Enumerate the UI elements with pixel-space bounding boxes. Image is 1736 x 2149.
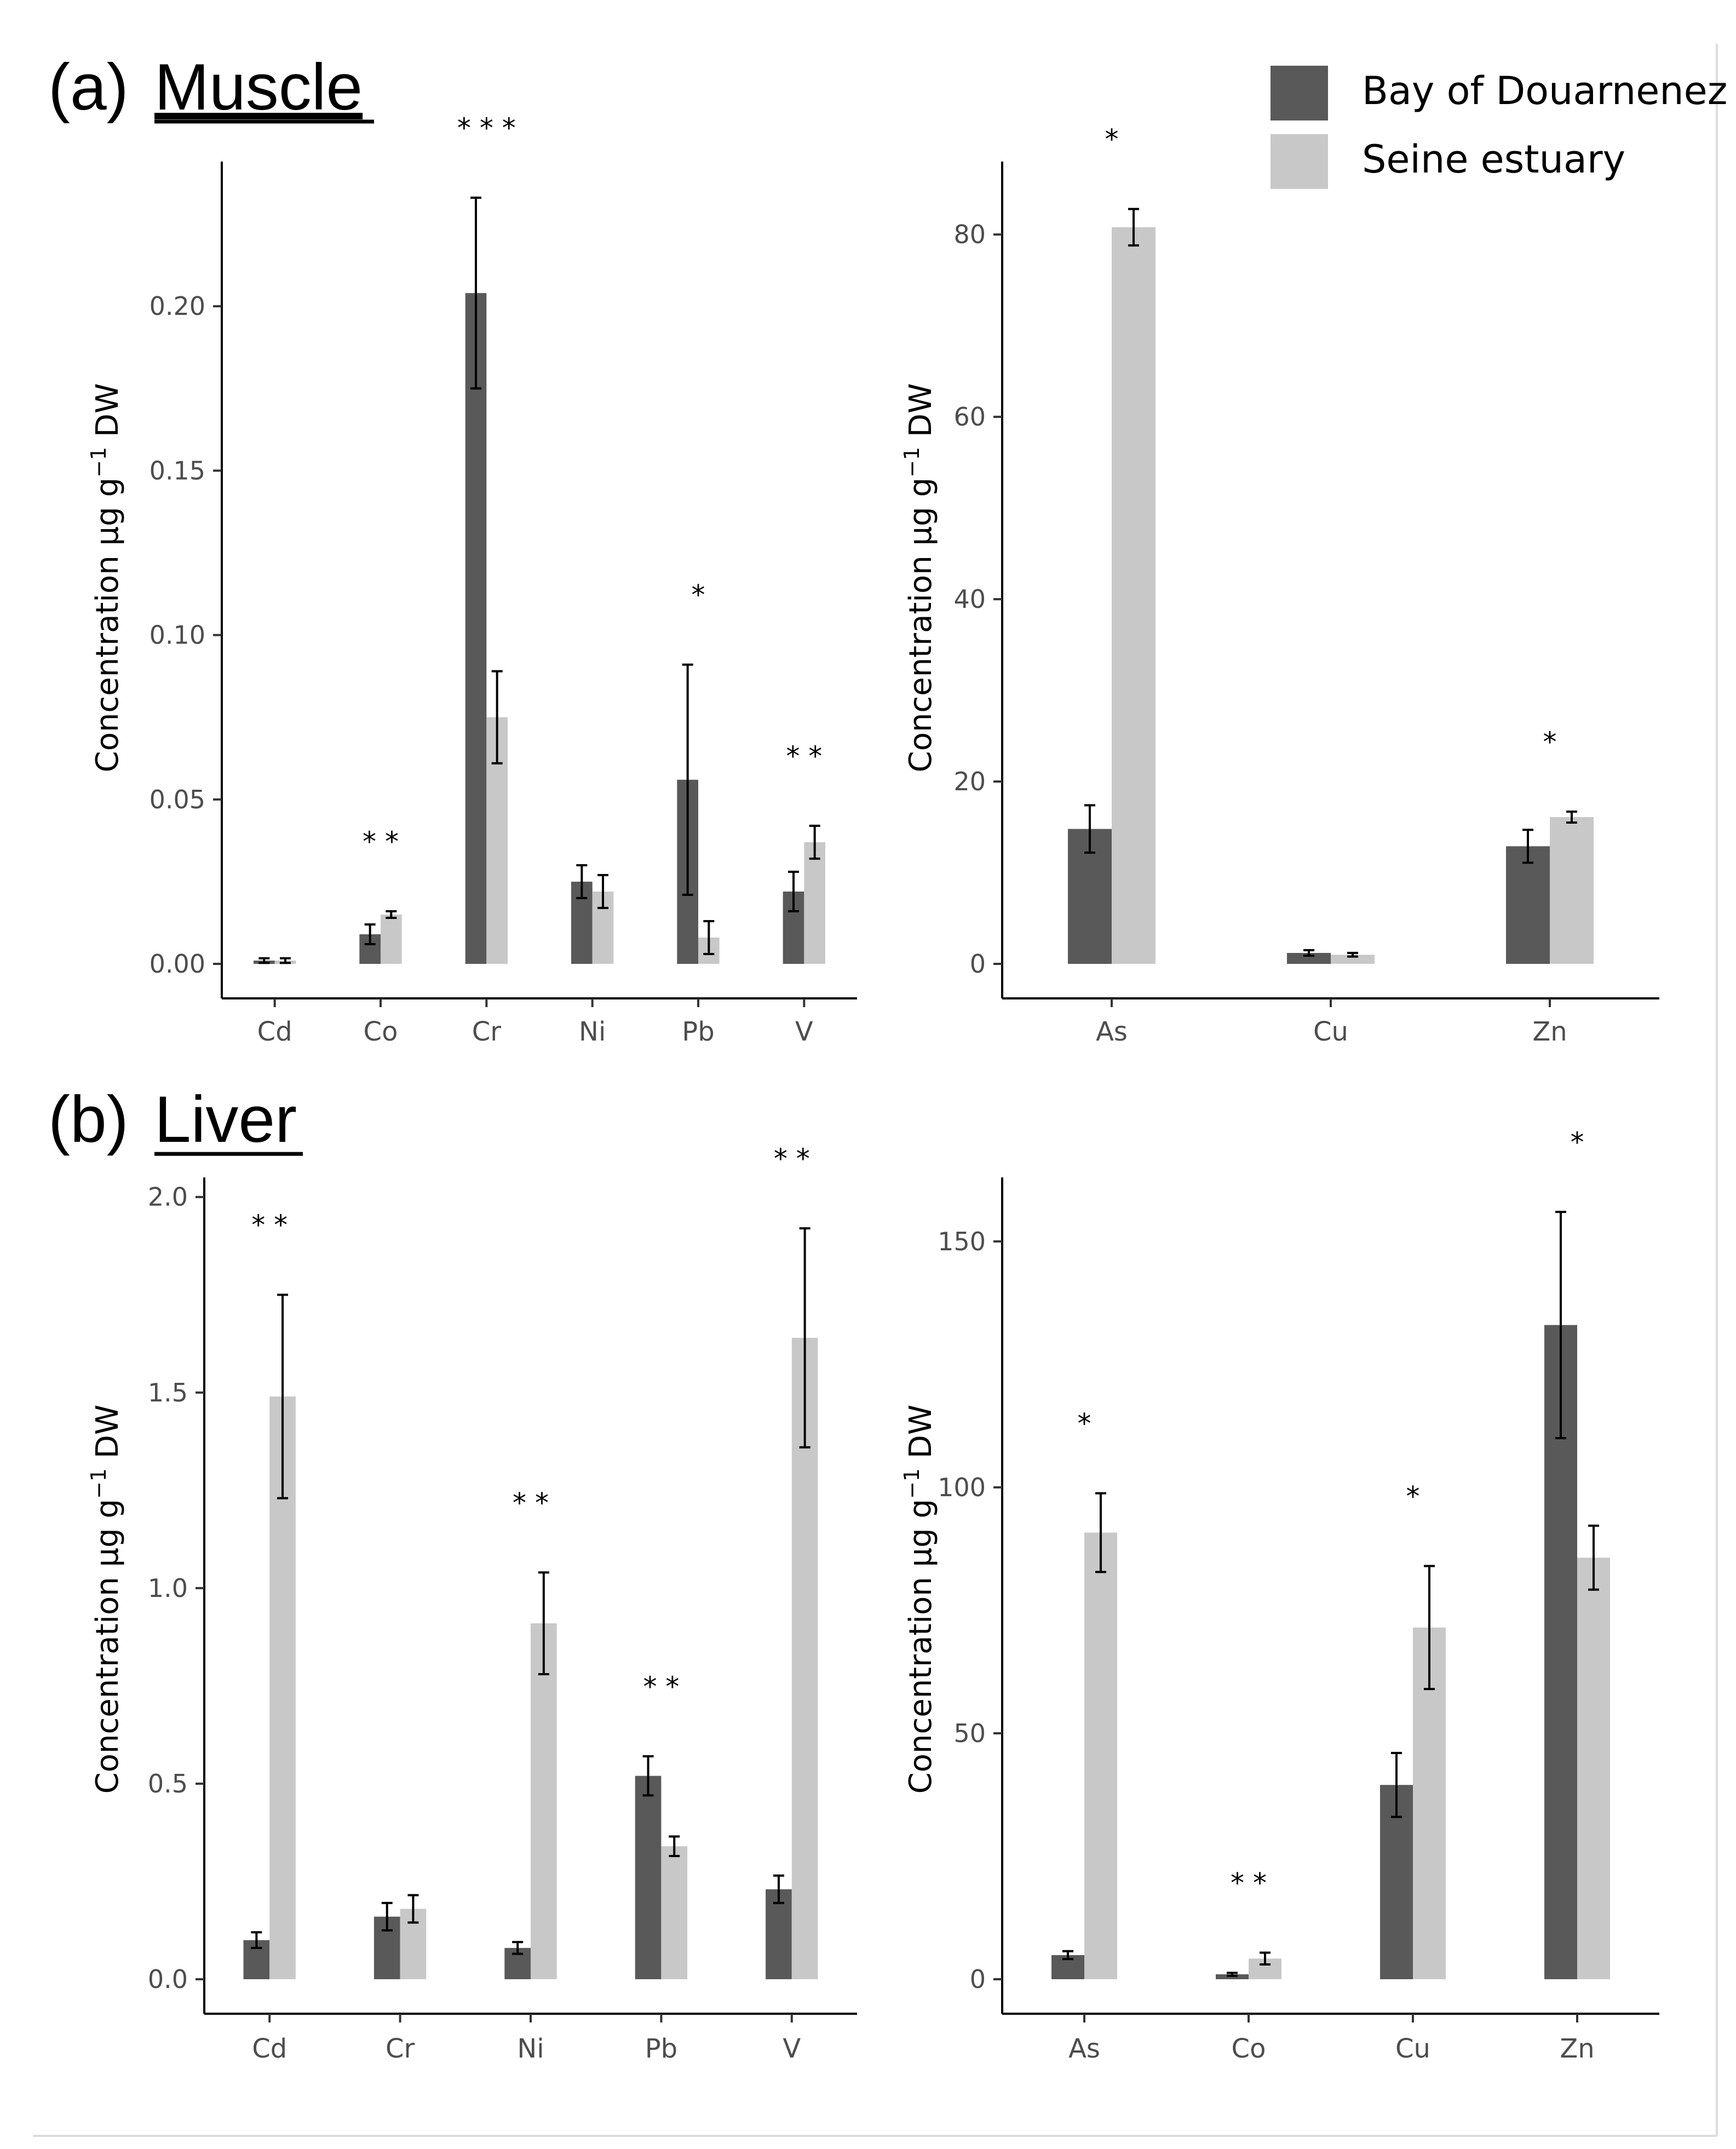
significance-label: * * — [774, 1143, 810, 1175]
y-tick-label: 60 — [953, 402, 986, 432]
x-tick-label: V — [783, 2033, 801, 2064]
significance-label: * — [1105, 124, 1119, 156]
bar-bay — [1287, 953, 1331, 964]
y-tick-label: 0 — [970, 1964, 986, 1994]
legend: Bay of Douarnenez Seine estuary — [1271, 66, 1727, 189]
x-tick-label: Co — [1232, 2033, 1266, 2064]
significance-label: * — [692, 579, 705, 611]
bar-seine — [1550, 817, 1594, 964]
significance-label: * * — [363, 826, 399, 858]
bar-seine — [531, 1623, 557, 1979]
significance-label: * * — [251, 1209, 288, 1241]
significance-label: * — [1543, 726, 1557, 758]
bar-bay — [465, 293, 487, 964]
bar-bay — [766, 1889, 792, 1979]
y-tick-label: 40 — [953, 584, 986, 614]
bar-bay — [635, 1775, 662, 1979]
x-tick-label: Cu — [1313, 1016, 1348, 1047]
legend-label-seine: Seine estuary — [1362, 137, 1625, 182]
x-tick-label: Pb — [682, 1016, 714, 1047]
y-axis-label: Concentration μg g−1 DW — [87, 1405, 125, 1794]
y-axis-label: Concentration μg g−1 DW — [87, 383, 125, 773]
x-tick-label: As — [1068, 2033, 1100, 2064]
significance-label: * — [1406, 1481, 1420, 1513]
significance-label: * * — [1231, 1867, 1267, 1899]
panel-label-muscle: Muscle — [154, 50, 363, 124]
y-tick-label: 0.15 — [150, 456, 205, 485]
x-tick-label: Pb — [645, 2033, 677, 2064]
y-tick-label: 1.0 — [148, 1573, 188, 1603]
bar-seine — [1112, 227, 1156, 964]
y-tick-label: 0.05 — [150, 785, 205, 814]
bar-seine — [661, 1846, 688, 1979]
x-tick-label: Cd — [257, 1016, 292, 1047]
x-tick-label: Zn — [1560, 2033, 1594, 2064]
x-tick-label: V — [795, 1016, 813, 1047]
y-tick-label: 0.20 — [150, 291, 205, 321]
bar-seine — [804, 842, 825, 964]
y-tick-label: 0 — [970, 949, 986, 979]
legend-key-seine — [1271, 134, 1328, 189]
y-tick-label: 50 — [953, 1719, 986, 1748]
bar-seine — [381, 914, 402, 964]
significance-label: * — [1571, 1127, 1584, 1158]
significance-label: * * — [643, 1671, 679, 1703]
y-axis-label: Concentration μg g−1 DW — [900, 383, 939, 773]
panel-prefix-a: (a) — [48, 50, 129, 124]
y-tick-label: 2.0 — [148, 1182, 188, 1212]
x-tick-label: As — [1096, 1016, 1128, 1047]
bar-bay — [1506, 846, 1550, 964]
bar-seine — [1331, 955, 1375, 964]
y-tick-label: 0.00 — [150, 949, 205, 979]
x-tick-label: Cr — [386, 2033, 415, 2064]
y-tick-label: 0.5 — [148, 1769, 188, 1799]
chart-liver-high: 0 50 100 150 Concentration μg g−1 DW As * Co * *… — [900, 1127, 1659, 2064]
chart-muscle-low: 0.00 0.05 0.10 0.15 0.20 Concentration μg g−1… — [87, 112, 857, 1047]
y-tick-label: 80 — [953, 220, 986, 249]
x-tick-label: Co — [364, 1016, 398, 1047]
x-tick-label: Cu — [1395, 2033, 1430, 2064]
x-tick-label: Cd — [252, 2033, 287, 2064]
panel-title-muscle: (a) Muscle — [48, 50, 374, 124]
significance-label: * * — [786, 740, 822, 772]
significance-label: * — [1078, 1408, 1091, 1440]
panel-title-liver: (b) Liver — [48, 1083, 303, 1156]
significance-label: * * * — [457, 112, 516, 144]
x-tick-label: Zn — [1532, 1016, 1567, 1047]
legend-label-bay: Bay of Douarnenez — [1362, 68, 1727, 113]
y-tick-label: 150 — [938, 1227, 986, 1256]
y-tick-label: 100 — [938, 1473, 986, 1502]
x-tick-label: Ni — [517, 2033, 544, 2064]
y-tick-label: 0.0 — [148, 1964, 188, 1994]
y-tick-label: 0.10 — [150, 620, 205, 650]
significance-label: * * — [513, 1487, 549, 1519]
y-tick-label: 20 — [953, 767, 986, 796]
chart-muscle-high: 0 20 40 60 80 Concentration μg g−1 DW As * Cu Zn * — [900, 124, 1659, 1047]
bar-seine — [1084, 1532, 1117, 1979]
y-tick-label: 1.5 — [148, 1378, 188, 1407]
x-tick-label: Cr — [472, 1016, 502, 1047]
panel-label-liver: Liver — [154, 1083, 297, 1156]
panel-prefix-b: (b) — [48, 1083, 129, 1156]
bar-seine — [1577, 1558, 1610, 1979]
x-tick-label: Ni — [579, 1016, 606, 1047]
legend-key-bay — [1271, 66, 1328, 120]
y-axis-label: Concentration μg g−1 DW — [900, 1405, 939, 1794]
chart-liver-low: 0.0 0.5 1.0 1.5 2.0 Concentration μg g−1 DW Cd… — [87, 1143, 857, 2064]
